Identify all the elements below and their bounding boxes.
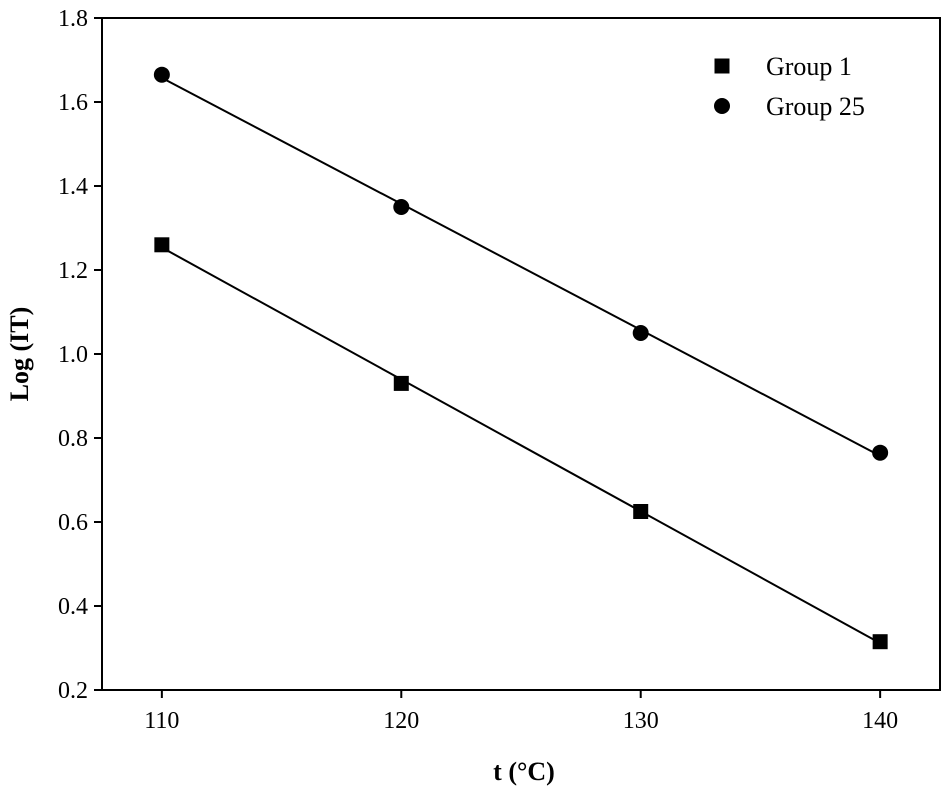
legend-marker-square bbox=[714, 58, 730, 74]
data-point-square bbox=[393, 375, 409, 391]
x-tick-label: 110 bbox=[144, 708, 179, 734]
data-point-square bbox=[633, 504, 649, 519]
x-tick-label: 120 bbox=[383, 708, 419, 734]
y-tick-label: 0.4 bbox=[58, 594, 88, 620]
y-tick-label: 0.6 bbox=[58, 510, 88, 536]
fit-line-2 bbox=[161, 76, 881, 457]
data-point-circle bbox=[393, 199, 410, 215]
y-tick-label: 0.2 bbox=[58, 678, 88, 704]
plot-area bbox=[153, 66, 889, 650]
data-point-circle bbox=[632, 325, 649, 341]
x-axis-title: t (°C) bbox=[493, 757, 555, 786]
legend-label: Group 25 bbox=[766, 92, 865, 121]
fit-line-1 bbox=[161, 246, 881, 645]
y-axis-title: Log (IT) bbox=[5, 307, 34, 402]
x-tick-label: 130 bbox=[623, 708, 659, 734]
y-tick-label: 1.8 bbox=[58, 6, 88, 32]
y-tick-label: 0.8 bbox=[58, 426, 88, 452]
data-point-circle bbox=[872, 444, 889, 461]
legend: Group 1 Group 25 bbox=[714, 52, 865, 121]
y-tick-label: 1.4 bbox=[58, 174, 88, 200]
x-tick-label: 140 bbox=[862, 708, 898, 734]
legend-marker-circle bbox=[714, 98, 730, 114]
y-tick-label: 1.2 bbox=[58, 258, 88, 284]
data-point-square bbox=[872, 634, 888, 650]
data-point-circle bbox=[153, 66, 170, 83]
axes: 0.2 0.4 0.6 0.8 1.0 1.2 1.4 1.6 1.8 110 120 130 140 bbox=[58, 6, 941, 734]
y-tick-label: 1.6 bbox=[58, 90, 88, 116]
y-tick-label: 1.0 bbox=[58, 342, 88, 368]
data-point-square bbox=[154, 237, 170, 253]
legend-label: Group 1 bbox=[766, 52, 852, 81]
